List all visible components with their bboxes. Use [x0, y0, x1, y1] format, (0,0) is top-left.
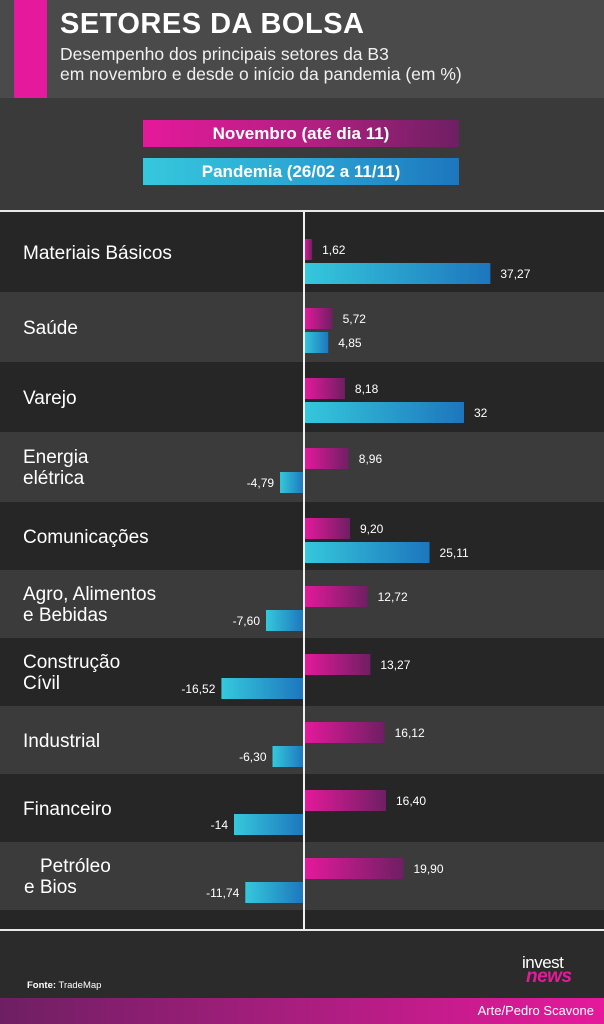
data-label-pandemic: -6,30 [239, 750, 267, 764]
bar-november [304, 239, 313, 260]
data-label-november: 8,18 [355, 382, 379, 396]
bar-pandemic [280, 472, 304, 493]
data-label-pandemic: -11,74 [206, 886, 239, 900]
header: SETORES DA BOLSA Desempenho dos principa… [0, 0, 604, 98]
data-label-november: 13,27 [380, 658, 410, 672]
chart-subtitle: Desempenho dos principais setores da B3 … [60, 44, 600, 84]
bar-november [304, 722, 385, 743]
bar-pandemic [304, 263, 491, 284]
data-label-november: 16,40 [396, 794, 426, 808]
bar-november [304, 378, 345, 399]
data-label-pandemic: 4,85 [338, 336, 362, 350]
data-label-pandemic: 32 [474, 406, 488, 420]
category-label: Comunicações [23, 527, 149, 548]
data-label-pandemic: -14 [211, 818, 229, 832]
accent-bar [14, 0, 47, 98]
row-background [0, 910, 604, 929]
data-label-pandemic: -16,52 [181, 682, 215, 696]
chart-top-divider [0, 210, 604, 212]
logo-text-invest: invest [522, 953, 564, 972]
bar-november [304, 858, 404, 879]
category-label: Varejo [23, 388, 77, 409]
bar-pandemic [304, 402, 464, 423]
source-value: TradeMap [58, 980, 102, 991]
subtitle-line-1: Desempenho dos principais setores da B3 [60, 44, 389, 64]
footer: Fonte: TradeMap invest news Arte/Pedro S… [0, 931, 604, 1024]
data-label-pandemic: -4,79 [247, 476, 275, 490]
data-label-november: 9,20 [360, 522, 384, 536]
row-background [0, 292, 604, 362]
category-label: Saúde [23, 318, 78, 339]
bar-pandemic [245, 882, 304, 903]
data-label-november: 19,90 [414, 862, 444, 876]
bar-pandemic [304, 542, 430, 563]
data-label-pandemic: -7,60 [233, 614, 261, 628]
category-label-line: Energia [23, 447, 89, 468]
data-label-november: 1,62 [322, 243, 346, 257]
data-label-november: 12,72 [378, 590, 408, 604]
data-label-november: 16,12 [395, 726, 425, 740]
bar-pandemic [221, 678, 304, 699]
chart-bottom-divider [0, 929, 604, 931]
row-background [0, 212, 604, 292]
category-label-line: e Bebidas [23, 605, 108, 626]
logo-text-news: news [526, 966, 572, 987]
legend: Novembro (até dia 11) Pandemia (26/02 a … [0, 98, 604, 210]
data-label-november: 8,96 [359, 452, 383, 466]
subtitle-line-2: em novembro e desde o início da pandemia… [60, 64, 462, 84]
category-label: Construção Cívil [23, 652, 120, 694]
category-label-line: Petróleo [40, 856, 111, 877]
bar-pandemic [234, 814, 304, 835]
chart-title: SETORES DA BOLSA [60, 8, 365, 40]
category-label-line: Construção [23, 652, 120, 673]
source-note: Fonte: TradeMap [27, 980, 101, 991]
art-credit: Arte/Pedro Scavone [477, 1003, 594, 1018]
category-label-line: elétrica [23, 468, 85, 489]
bar-november [304, 518, 350, 539]
source-label: Fonte: [27, 980, 57, 991]
bar-pandemic [272, 746, 304, 767]
bar-chart: Materiais Básicos Saúde Varejo Energia elétr… [0, 212, 604, 929]
data-label-pandemic: 25,11 [440, 546, 469, 560]
category-label-line: Cívil [23, 673, 60, 694]
row-background [0, 502, 604, 570]
data-label-november: 5,72 [343, 312, 367, 326]
data-label-pandemic: 37,27 [500, 267, 530, 281]
category-label: Industrial [23, 731, 100, 752]
bar-november [304, 586, 368, 607]
category-label: Energia elétrica [23, 447, 89, 489]
bar-november [304, 308, 333, 329]
category-label-line: Agro, Alimentos [23, 584, 156, 605]
bar-november [304, 790, 386, 811]
bar-november [304, 654, 371, 675]
credit-bar: Arte/Pedro Scavone [0, 998, 604, 1024]
row-background [0, 362, 604, 432]
legend-item-november: Novembro (até dia 11) [143, 120, 459, 147]
category-label: Financeiro [23, 799, 112, 820]
legend-item-pandemic: Pandemia (26/02 a 11/11) [143, 158, 459, 185]
investnews-logo: invest news [522, 953, 592, 993]
category-label: Agro, Alimentos e Bebidas [23, 584, 156, 626]
bar-november [304, 448, 349, 469]
category-label-line: e Bios [24, 877, 77, 898]
bar-pandemic [304, 332, 329, 353]
category-label: Petróleo e Bios [24, 856, 111, 898]
bar-pandemic [266, 610, 304, 631]
category-label: Materiais Básicos [23, 243, 172, 264]
